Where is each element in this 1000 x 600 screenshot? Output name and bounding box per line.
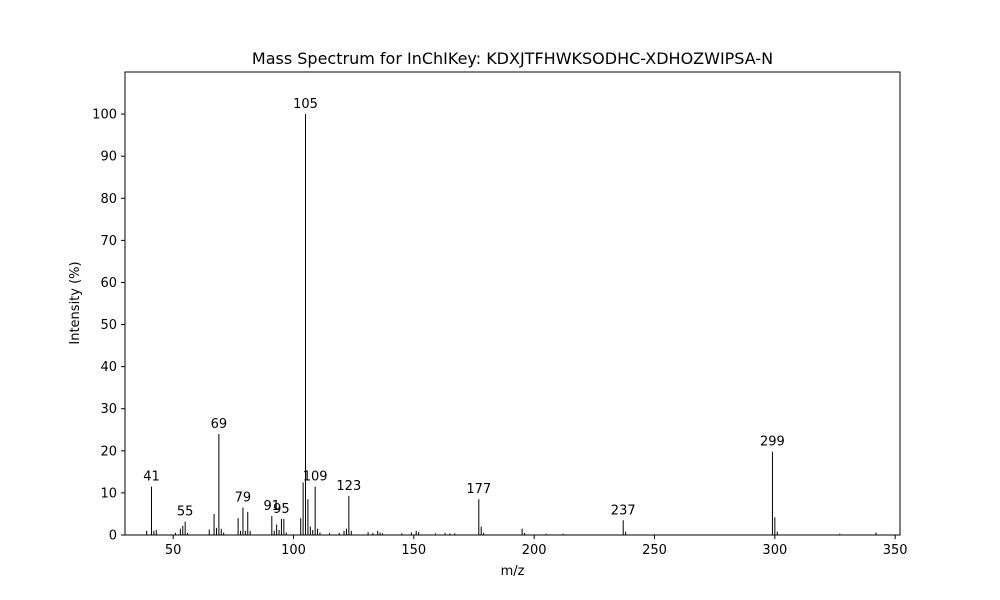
y-tick-label: 50 [100,318,117,333]
y-tick-label: 80 [100,192,117,207]
peak-label: 123 [336,479,361,494]
x-axis: 50 100 150 200 250 300 350 [165,535,908,558]
peak-label: 79 [235,491,252,506]
x-tick-label: 100 [281,543,306,558]
x-tick-label: 250 [642,543,667,558]
y-tick-label: 40 [100,360,117,375]
y-tick-label: 10 [100,486,117,501]
y-axis-label: Intensity (%) [68,261,83,344]
y-tick-label: 0 [109,529,117,544]
y-tick-label: 20 [100,444,117,459]
peak-label: 237 [611,503,636,518]
y-tick-label: 60 [100,276,117,291]
peak-label: 91 [264,499,281,514]
chart-title: Mass Spectrum for InChIKey: KDXJTFHWKSOD… [252,49,773,68]
peak-label: 177 [466,482,491,497]
x-axis-label: m/z [501,564,525,579]
peak-label: 109 [303,470,328,485]
x-tick-label: 150 [401,543,426,558]
x-tick-label: 300 [762,543,787,558]
peak-label: 105 [293,97,318,112]
peak-label: 55 [177,505,194,520]
y-tick-label: 30 [100,402,117,417]
peak-label: 299 [760,435,785,450]
x-tick-label: 50 [165,543,182,558]
x-tick-label: 350 [883,543,908,558]
peak-label: 95 [273,502,290,517]
peak-label: 69 [211,417,228,432]
y-axis: 0 10 20 30 40 50 60 70 80 90 100 [92,108,125,544]
y-tick-label: 90 [100,150,117,165]
y-tick-label: 100 [92,108,117,123]
peak-label: 41 [143,470,160,485]
plot-frame [124,71,901,536]
x-tick-label: 200 [522,543,547,558]
y-tick-label: 70 [100,234,117,249]
